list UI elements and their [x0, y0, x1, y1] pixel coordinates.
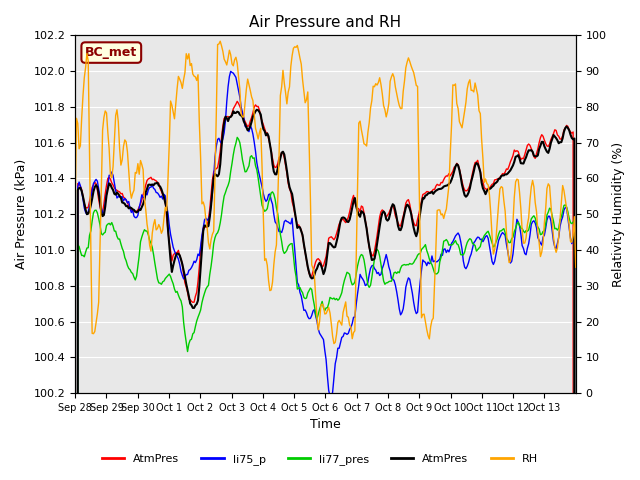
X-axis label: Time: Time	[310, 419, 341, 432]
Legend: AtmPres, li75_p, li77_pres, AtmPres, RH: AtmPres, li75_p, li77_pres, AtmPres, RH	[97, 450, 543, 469]
Text: BC_met: BC_met	[85, 46, 138, 59]
Y-axis label: Relativity Humidity (%): Relativity Humidity (%)	[612, 142, 625, 287]
Title: Air Pressure and RH: Air Pressure and RH	[250, 15, 401, 30]
Y-axis label: Air Pressure (kPa): Air Pressure (kPa)	[15, 159, 28, 269]
